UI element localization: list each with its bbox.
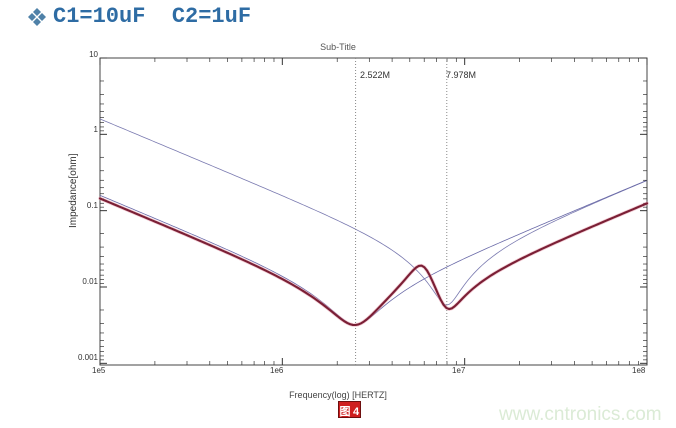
svg-text:4: 4 [353, 406, 360, 418]
svg-text:图: 图 [340, 405, 351, 418]
